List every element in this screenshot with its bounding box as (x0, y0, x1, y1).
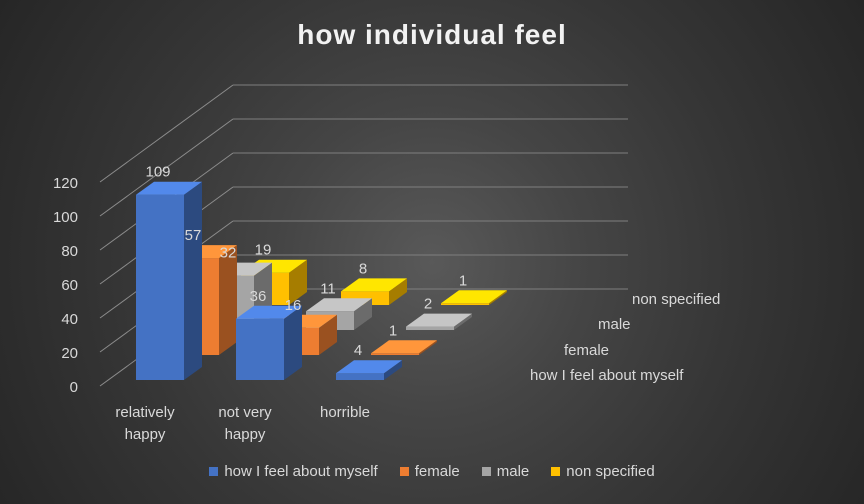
bar-side (354, 298, 372, 330)
bar-side (419, 340, 437, 355)
bar-side (219, 245, 237, 355)
legend-item: how I feel about myself (209, 463, 378, 480)
y-tick-label: 40 (61, 311, 78, 328)
y-tick-label: 60 (61, 277, 78, 294)
bar-how-i-feel-about-myself (236, 305, 302, 380)
bar-front (441, 303, 489, 305)
data-label: 2 (424, 296, 432, 313)
data-label: 57 (185, 227, 202, 244)
gridline-side (99, 118, 234, 217)
bar-female (371, 340, 437, 355)
data-labels: 19 8 1 32 11 2 57 16 1 109 36 4 (145, 164, 467, 360)
bar-top (441, 290, 507, 304)
legend-label: how I feel about myself (224, 463, 378, 480)
data-label: 8 (359, 260, 367, 277)
bar-side (389, 278, 407, 305)
y-tick-label: 80 (61, 243, 78, 260)
bar-side (454, 313, 472, 330)
x-axis: relatively happy not very happy horrible (115, 404, 370, 443)
data-label: 1 (459, 272, 467, 289)
depth-axis-label: how I feel about myself (530, 367, 684, 384)
bar-how-i-feel-about-myself (336, 360, 402, 380)
bar-top (336, 360, 402, 374)
bar-top (371, 340, 437, 354)
bar-front (406, 326, 454, 330)
bar-side (489, 290, 507, 305)
legend-swatch (209, 467, 219, 476)
y-axis: 0 20 40 60 80 100 120 (53, 175, 78, 396)
depth-axis-label: female (564, 342, 609, 359)
x-tick-label: not very happy (218, 404, 272, 443)
bar-top (406, 313, 472, 327)
legend-item: female (399, 463, 460, 480)
y-tick-label: 0 (70, 379, 78, 396)
bar-front (236, 318, 284, 380)
y-tick-label: 120 (53, 175, 78, 192)
x-tick-label-line: horrible (320, 404, 370, 421)
depth-axis-label: non specified (632, 291, 720, 308)
bar-top (236, 305, 302, 319)
data-label: 109 (145, 164, 170, 181)
x-tick-label: horrible (320, 404, 370, 421)
bar-non-specified (441, 290, 507, 305)
bar-male (406, 313, 472, 330)
x-tick-label-line: relatively (115, 404, 175, 421)
bar-non-specified (341, 278, 407, 305)
data-label: 16 (285, 297, 302, 314)
bar-top (136, 181, 202, 195)
legend: how I feel about myself female male non spe… (0, 463, 864, 480)
gridlines (99, 84, 628, 387)
depth-axis-label: male (598, 316, 631, 333)
bar-side (289, 259, 307, 305)
data-label: 36 (250, 288, 267, 305)
data-label: 19 (255, 242, 272, 259)
y-tick-label: 100 (53, 209, 78, 226)
data-label: 1 (389, 322, 397, 339)
bar-front (336, 373, 384, 380)
bar-how-i-feel-about-myself (136, 181, 202, 380)
legend-item: male (481, 463, 530, 480)
bar-front (136, 194, 184, 380)
data-label: 11 (320, 280, 336, 297)
bar-top (341, 278, 407, 292)
legend-swatch (399, 467, 409, 476)
data-label: 4 (354, 342, 362, 359)
data-label: 32 (220, 245, 237, 262)
x-tick-label: relatively happy (115, 404, 175, 443)
bars (136, 181, 507, 380)
bar-side (284, 305, 302, 380)
legend-item: non specified (551, 463, 655, 480)
bar-side (319, 314, 337, 355)
bar-front (371, 353, 419, 355)
chart-title: how individual feel (297, 19, 566, 50)
x-tick-label-line: happy (125, 426, 166, 443)
legend-swatch (551, 467, 561, 476)
gridline-side (99, 84, 234, 183)
bar-side (384, 360, 402, 380)
x-tick-label-line: not very (218, 404, 272, 421)
x-tick-label-line: happy (225, 426, 266, 443)
bar-top (306, 298, 372, 312)
legend-label: male (496, 463, 530, 480)
y-tick-label: 20 (61, 345, 78, 362)
bar-side (184, 181, 202, 380)
legend-label: non specified (566, 463, 655, 480)
legend-label: female (414, 463, 460, 480)
legend-swatch (481, 467, 491, 476)
